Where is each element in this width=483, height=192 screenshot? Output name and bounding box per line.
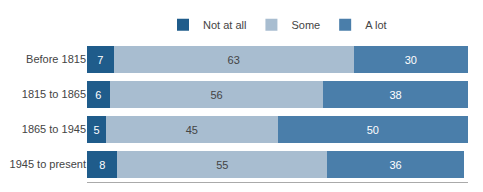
svg-text:7: 7 [97,54,103,66]
svg-text:A lot: A lot [365,19,386,31]
svg-text:56: 56 [210,89,222,101]
svg-text:36: 36 [389,159,401,171]
svg-text:1815 to 1865: 1815 to 1865 [22,88,86,100]
svg-text:38: 38 [389,89,401,101]
svg-text:5: 5 [93,124,99,136]
svg-text:Before 1815: Before 1815 [26,53,86,65]
svg-text:6: 6 [95,89,101,101]
svg-text:63: 63 [228,54,240,66]
svg-text:55: 55 [216,159,228,171]
svg-text:45: 45 [186,124,198,136]
svg-text:Not at all: Not at all [203,19,246,31]
svg-text:Some: Some [291,19,320,31]
svg-text:30: 30 [405,54,417,66]
svg-text:1945 to present: 1945 to present [10,158,86,170]
svg-text:50: 50 [367,124,379,136]
svg-text:1865 to 1945: 1865 to 1945 [22,123,86,135]
svg-text:8: 8 [99,159,105,171]
